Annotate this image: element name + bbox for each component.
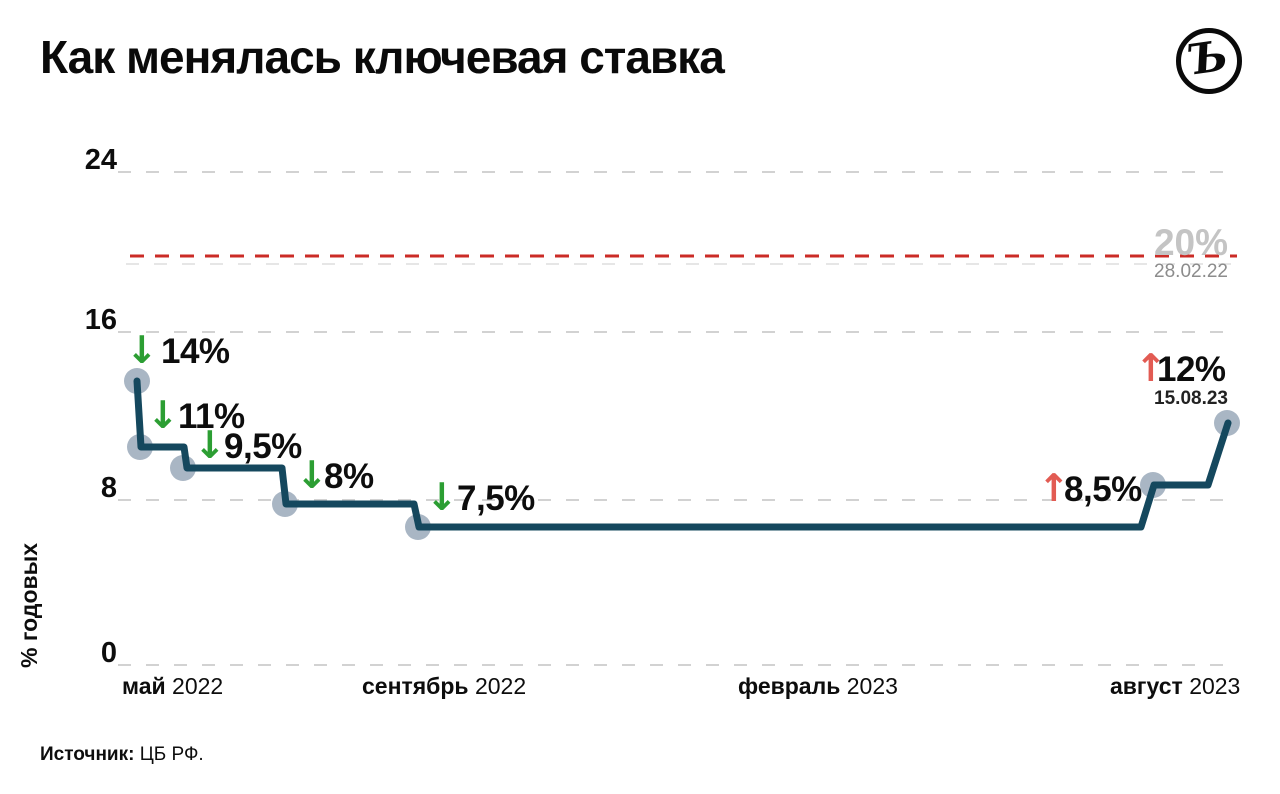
arrow-down-icon: ↓ — [194, 423, 226, 467]
x-label-year: 2022 — [474, 673, 527, 699]
rate-label-8,5%: 8,5% — [1064, 470, 1142, 509]
threshold-date-label: 28.02.22 — [1154, 261, 1228, 282]
rate-label-14%: 14% — [161, 332, 230, 371]
x-label-май-2022: май 2022 — [122, 673, 224, 699]
y-axis-title: % годовых — [16, 542, 42, 668]
page-title: Как менялась ключевая ставка — [40, 31, 725, 83]
y-tick-label-8: 8 — [100, 472, 117, 504]
x-label-year: 2023 — [1189, 673, 1241, 699]
arrow-up-icon: ↑ — [1135, 346, 1167, 390]
rate-label-11%: 11% — [178, 397, 245, 436]
x-label-сентябрь-2022: сентябрь 2022 — [362, 673, 527, 699]
kommersant-logo: Ъ — [1176, 28, 1242, 94]
y-tick-label-16: 16 — [84, 304, 117, 336]
source-note: Источник: ЦБ РФ. — [40, 744, 204, 767]
x-label-февраль-2023: февраль 2023 — [738, 673, 898, 699]
x-label-month: май — [122, 673, 173, 699]
source-label: Источник: — [40, 744, 135, 765]
rate-label-7,5%: 7,5% — [457, 479, 535, 518]
y-tick-label-0: 0 — [100, 637, 117, 669]
x-label-month: сентябрь — [362, 673, 475, 699]
rate-label-12%: 12% — [1157, 350, 1226, 389]
rate-label-8%: 8% — [324, 457, 374, 496]
arrow-up-icon: ↑ — [1038, 466, 1070, 510]
x-label-month: февраль — [738, 673, 847, 699]
x-label-month: август — [1110, 673, 1190, 699]
x-label-year: 2022 — [172, 673, 224, 699]
y-tick-label-24: 24 — [84, 144, 117, 176]
arrow-down-icon: ↓ — [126, 328, 158, 372]
last-change-date-label: 15.08.23 — [1154, 388, 1228, 409]
arrow-down-icon: ↓ — [426, 475, 458, 519]
arrow-down-icon: ↓ — [296, 453, 328, 497]
source-value: ЦБ РФ. — [139, 744, 204, 765]
threshold-value-label: 20% — [1153, 222, 1228, 263]
key-rate-line — [133, 377, 1232, 531]
x-label-август-2023: август 2023 — [1110, 673, 1241, 699]
x-label-year: 2023 — [846, 673, 898, 699]
arrow-down-icon: ↓ — [147, 393, 179, 437]
rate-label-9,5%: 9,5% — [224, 427, 302, 466]
